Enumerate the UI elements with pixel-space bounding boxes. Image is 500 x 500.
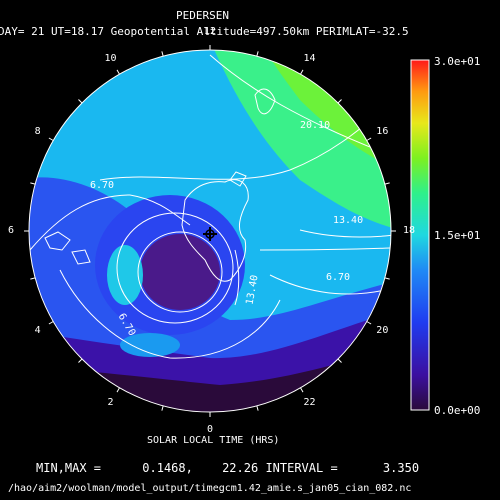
hour-tick [30, 182, 36, 185]
min-value: 0.1468, [142, 461, 193, 475]
hour-label: 14 [303, 52, 316, 64]
hour-tick [337, 358, 342, 363]
interval-value: 3.350 [382, 461, 420, 475]
hour-tick [48, 321, 54, 325]
hour-tick [161, 51, 164, 57]
hour-label: 22 [303, 397, 316, 409]
stats-label: MIN,MAX = [36, 461, 102, 475]
colorbar [410, 59, 430, 411]
plot-title: PEDERSEN [176, 9, 229, 22]
stats-line: MIN,MAX = 0.1468, 22.26 INTERVAL = 3.350 [36, 461, 419, 475]
hour-tick [366, 321, 372, 325]
colorbar-max-label: 3.0e+01 [434, 55, 481, 68]
hour-tick [300, 69, 304, 75]
hour-tick [30, 277, 36, 280]
hour-tick [78, 358, 83, 363]
hour-tick [78, 99, 83, 104]
contour-label: 6.70 [326, 272, 351, 283]
pole-marker [203, 227, 217, 241]
hour-label: 10 [104, 52, 117, 64]
contour-label: 20.10 [300, 120, 331, 131]
hour-label: 12 [203, 26, 217, 37]
hour-label: 16 [376, 125, 389, 137]
hour-tick [48, 137, 54, 141]
hour-label: 2 [107, 397, 114, 409]
colorbar-mid-label: 1.5e+01 [434, 229, 481, 242]
hour-tick [161, 405, 164, 411]
contour-label: 6.70 [90, 180, 115, 191]
hour-ticks [24, 45, 396, 417]
hour-tick [384, 277, 390, 280]
hour-label: 6 [7, 225, 15, 236]
hour-tick [256, 51, 259, 57]
axis-title: SOLAR LOCAL TIME (HRS) [147, 435, 280, 446]
hour-tick [337, 99, 342, 104]
hour-label: 4 [34, 324, 41, 336]
hour-label: 18 [402, 225, 416, 236]
hour-label: 8 [34, 125, 41, 137]
max-value: 22.26 [222, 461, 259, 475]
hour-tick [116, 387, 120, 393]
hour-tick [366, 137, 372, 141]
hour-tick [256, 405, 259, 411]
colorbar-min-label: 0.0e+00 [434, 404, 481, 417]
hour-label: 20 [376, 324, 389, 336]
hour-tick [300, 387, 304, 393]
hour-tick [116, 69, 120, 75]
file-path: /hao/aim2/woolman/model_output/timegcm1.… [8, 483, 412, 494]
hour-label: 0 [206, 424, 214, 435]
plot-subtitle: DAY= 21 UT=18.17 Geopotential Altitude=4… [0, 25, 409, 38]
hour-tick [384, 182, 390, 185]
contour-label: 13.40 [333, 215, 364, 226]
interval-label: INTERVAL = [265, 461, 338, 475]
